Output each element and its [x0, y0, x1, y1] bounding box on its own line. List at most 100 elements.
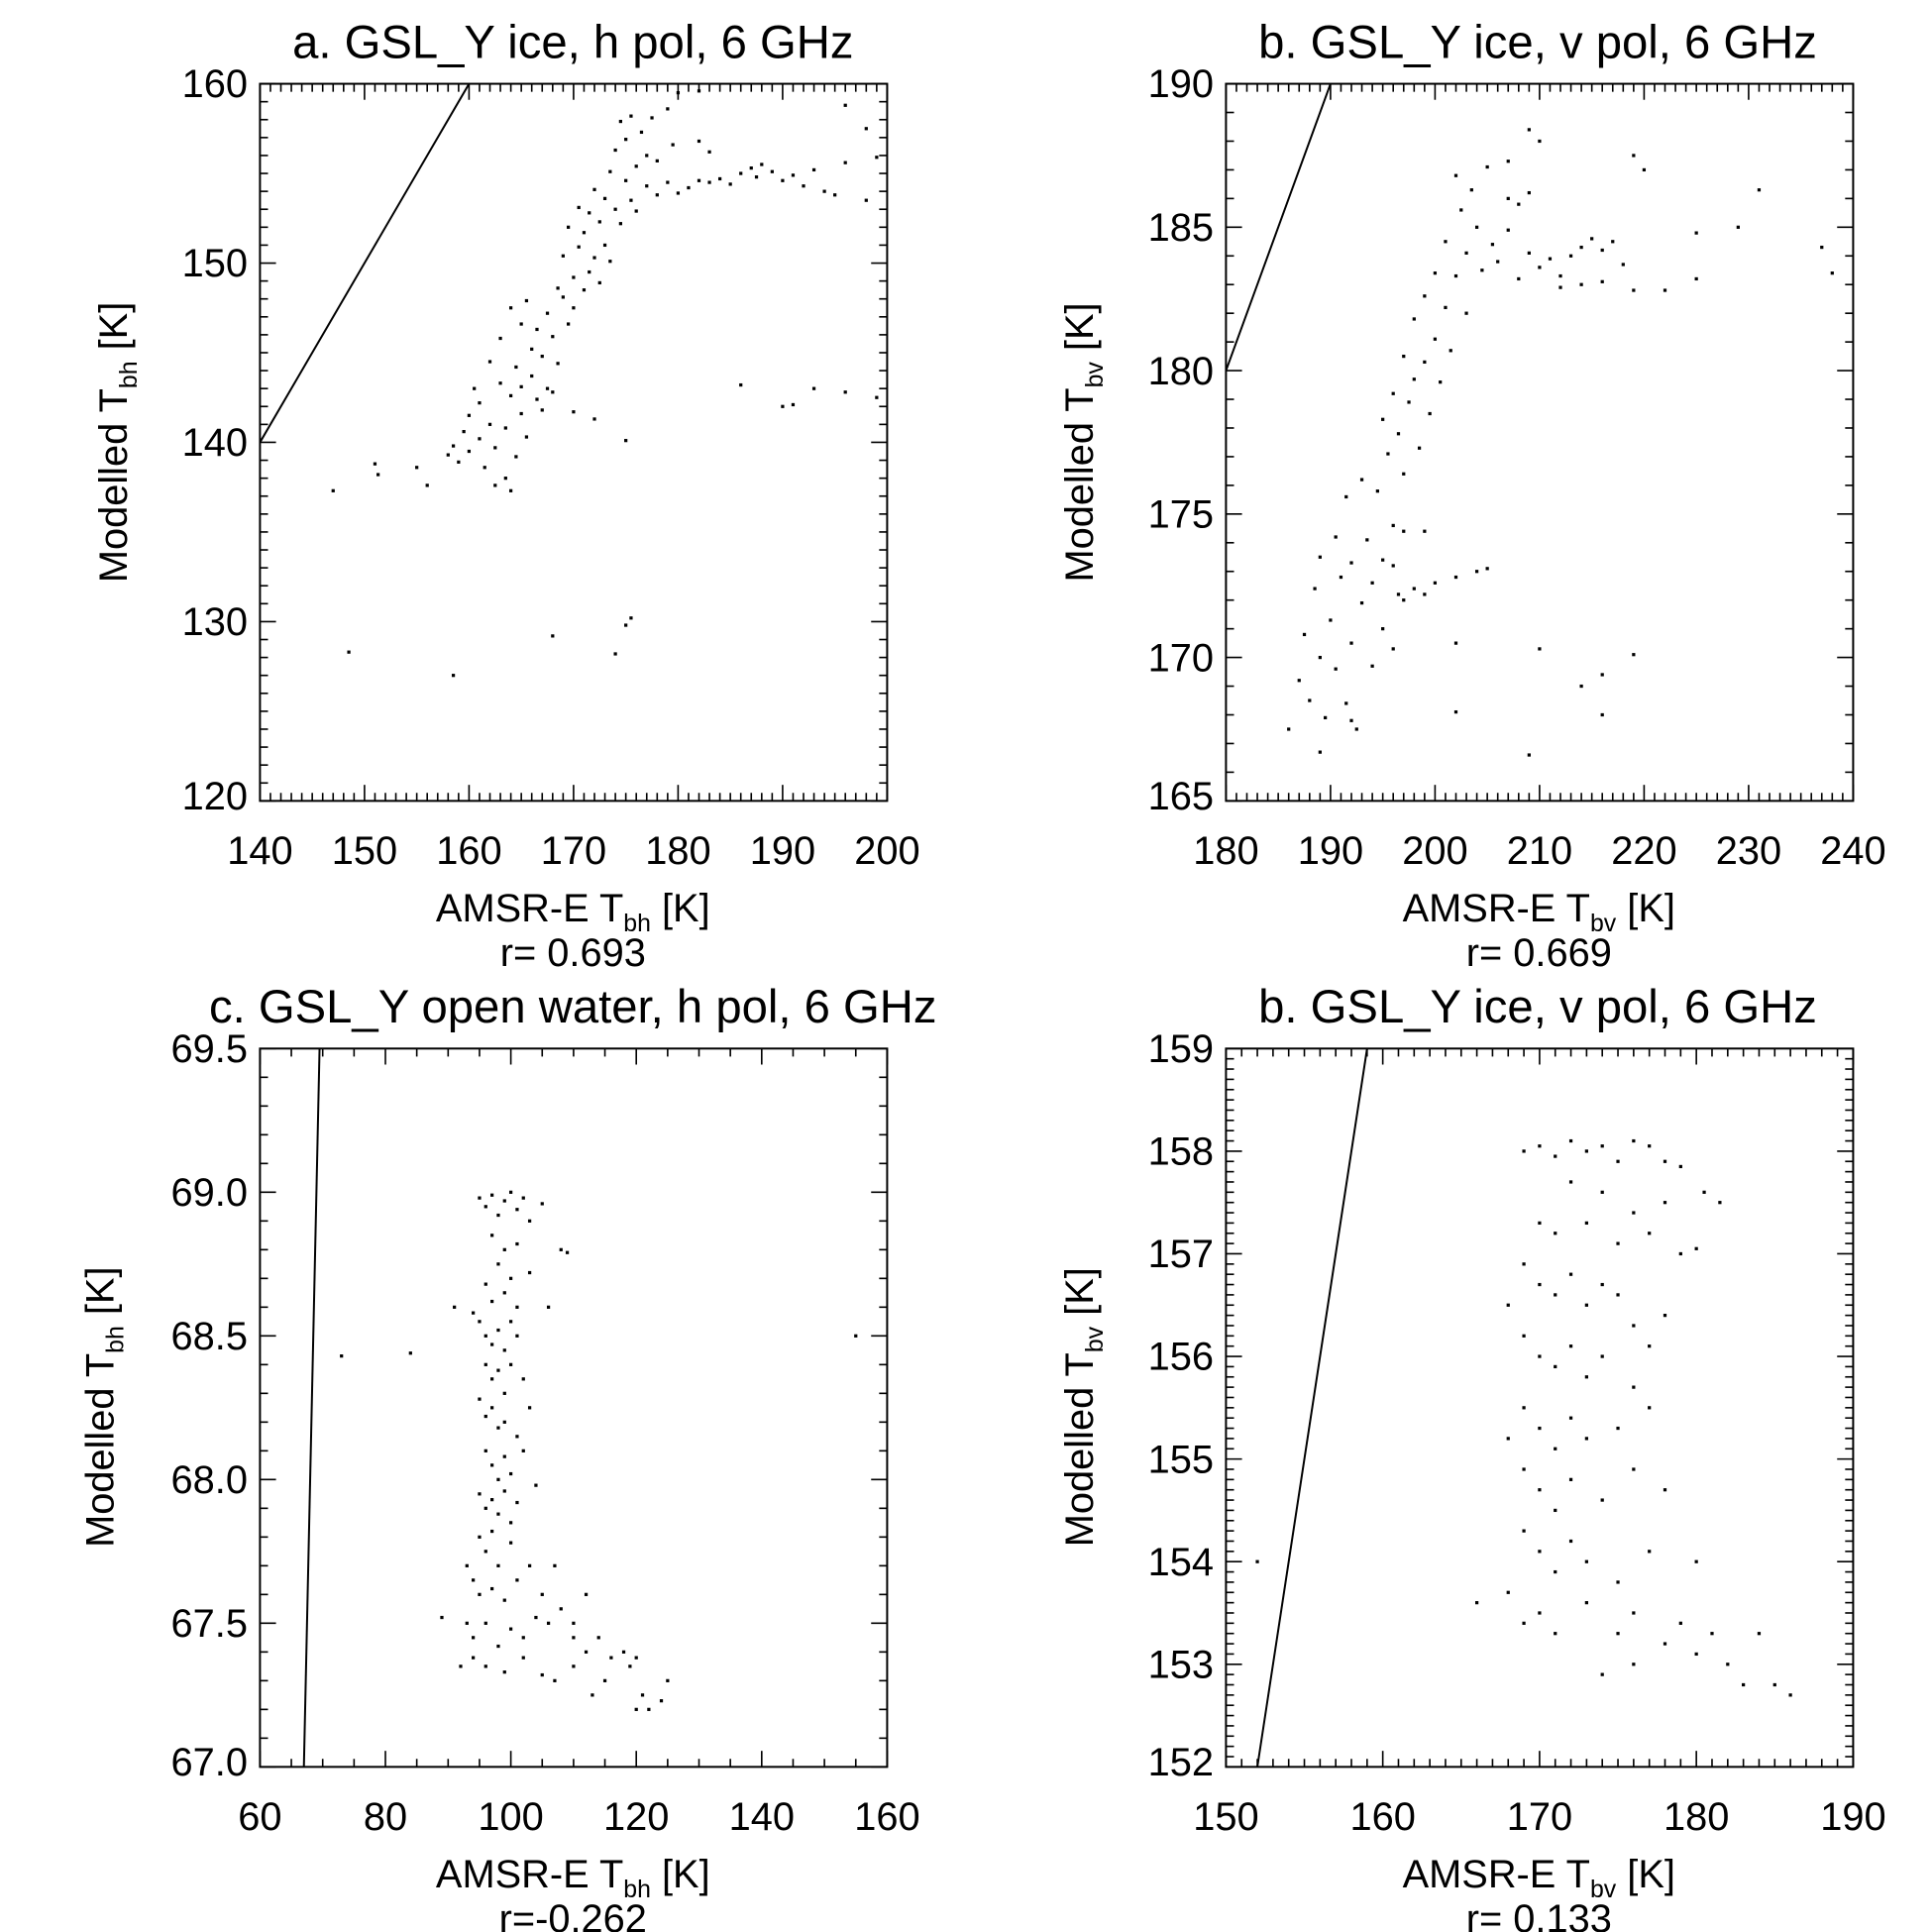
data-point	[1370, 664, 1374, 668]
data-point	[1663, 1201, 1667, 1205]
data-point	[1600, 248, 1604, 253]
data-point	[1423, 592, 1427, 596]
data-point	[483, 1506, 487, 1510]
data-point	[1568, 1272, 1573, 1276]
data-point	[1453, 709, 1458, 714]
data-point	[508, 306, 513, 310]
data-point	[655, 193, 659, 197]
data-point	[483, 1449, 487, 1452]
x-tick-label: 200	[854, 829, 919, 873]
data-point	[1584, 1375, 1588, 1379]
x-tick-label: 120	[603, 1795, 669, 1839]
data-point	[1453, 641, 1458, 645]
data-point	[502, 1598, 506, 1602]
data-point	[1632, 1663, 1636, 1666]
data-point	[1579, 282, 1583, 286]
data-point	[527, 1406, 532, 1410]
data-point	[472, 1636, 476, 1640]
data-point	[1391, 523, 1395, 528]
y-tick-label: 140	[182, 421, 248, 465]
data-point	[551, 390, 555, 394]
data-point	[811, 167, 816, 172]
y-tick-label: 160	[182, 62, 248, 106]
data-point	[1453, 273, 1458, 278]
panel-b-points	[1287, 128, 1834, 757]
one-to-one-line	[260, 83, 471, 443]
data-point	[1308, 698, 1312, 702]
data-point	[1584, 1559, 1588, 1563]
x-tick-label: 100	[478, 1795, 543, 1839]
data-point	[1584, 1437, 1588, 1441]
data-point	[1349, 561, 1353, 565]
panel-a-x-axis-label: AMSR-E Tbh [K]	[436, 887, 710, 937]
data-point	[624, 623, 628, 627]
data-point	[483, 1664, 487, 1668]
data-point	[655, 159, 659, 162]
data-point	[739, 382, 743, 387]
data-point	[621, 1650, 626, 1654]
data-point	[331, 488, 335, 492]
data-point	[451, 674, 456, 678]
data-point	[451, 444, 456, 448]
data-point	[1632, 288, 1636, 292]
data-point	[1444, 305, 1448, 310]
data-point	[496, 1477, 500, 1481]
data-point	[1694, 1652, 1698, 1657]
data-point	[1485, 567, 1489, 571]
data-point	[483, 1205, 487, 1209]
data-point	[624, 178, 628, 182]
data-point	[546, 1621, 551, 1625]
data-point	[572, 1636, 576, 1640]
data-point	[1600, 1282, 1604, 1287]
data-point	[515, 1305, 519, 1309]
data-point	[1334, 535, 1338, 539]
data-point	[489, 1529, 494, 1534]
data-point	[496, 1426, 500, 1430]
data-point	[521, 1636, 525, 1640]
data-point	[502, 1454, 506, 1458]
data-point	[676, 191, 681, 195]
data-point	[577, 205, 581, 210]
data-point	[697, 139, 701, 144]
data-point	[508, 1362, 513, 1366]
data-point	[487, 360, 492, 364]
x-tick-label: 240	[1820, 829, 1885, 873]
data-point	[1772, 1682, 1776, 1687]
data-point	[687, 185, 691, 190]
data-point	[1412, 317, 1416, 321]
data-point	[508, 1521, 513, 1525]
x-tick-label: 180	[645, 829, 710, 873]
data-point	[666, 180, 670, 184]
data-point	[1402, 354, 1406, 359]
data-point	[521, 1377, 525, 1381]
data-point	[503, 426, 507, 430]
data-point	[1694, 1559, 1698, 1563]
panel-d-y-axis-label: Modelled Tbv [K]	[1058, 1267, 1109, 1547]
data-point	[1632, 1611, 1636, 1615]
data-point	[487, 422, 492, 426]
data-point	[559, 1247, 563, 1251]
data-point	[749, 165, 753, 170]
data-point	[551, 335, 555, 339]
data-point	[1334, 667, 1338, 671]
data-point	[1329, 618, 1333, 622]
data-point	[1648, 1144, 1652, 1148]
data-point	[1522, 1149, 1526, 1153]
data-point	[489, 1498, 494, 1502]
data-point	[489, 1586, 494, 1591]
data-point	[508, 488, 513, 492]
data-point	[833, 193, 837, 197]
data-point	[645, 184, 649, 188]
data-point	[608, 169, 612, 173]
data-point	[1548, 257, 1553, 261]
data-point	[347, 650, 351, 654]
data-point	[572, 1621, 576, 1625]
data-point	[1506, 228, 1510, 232]
data-point	[1568, 1477, 1573, 1481]
data-point	[559, 1607, 563, 1611]
data-point	[1579, 245, 1583, 250]
data-point	[1600, 1190, 1604, 1194]
y-tick-label: 165	[1148, 775, 1214, 818]
y-tick-label: 120	[182, 775, 248, 818]
data-point	[602, 196, 607, 200]
